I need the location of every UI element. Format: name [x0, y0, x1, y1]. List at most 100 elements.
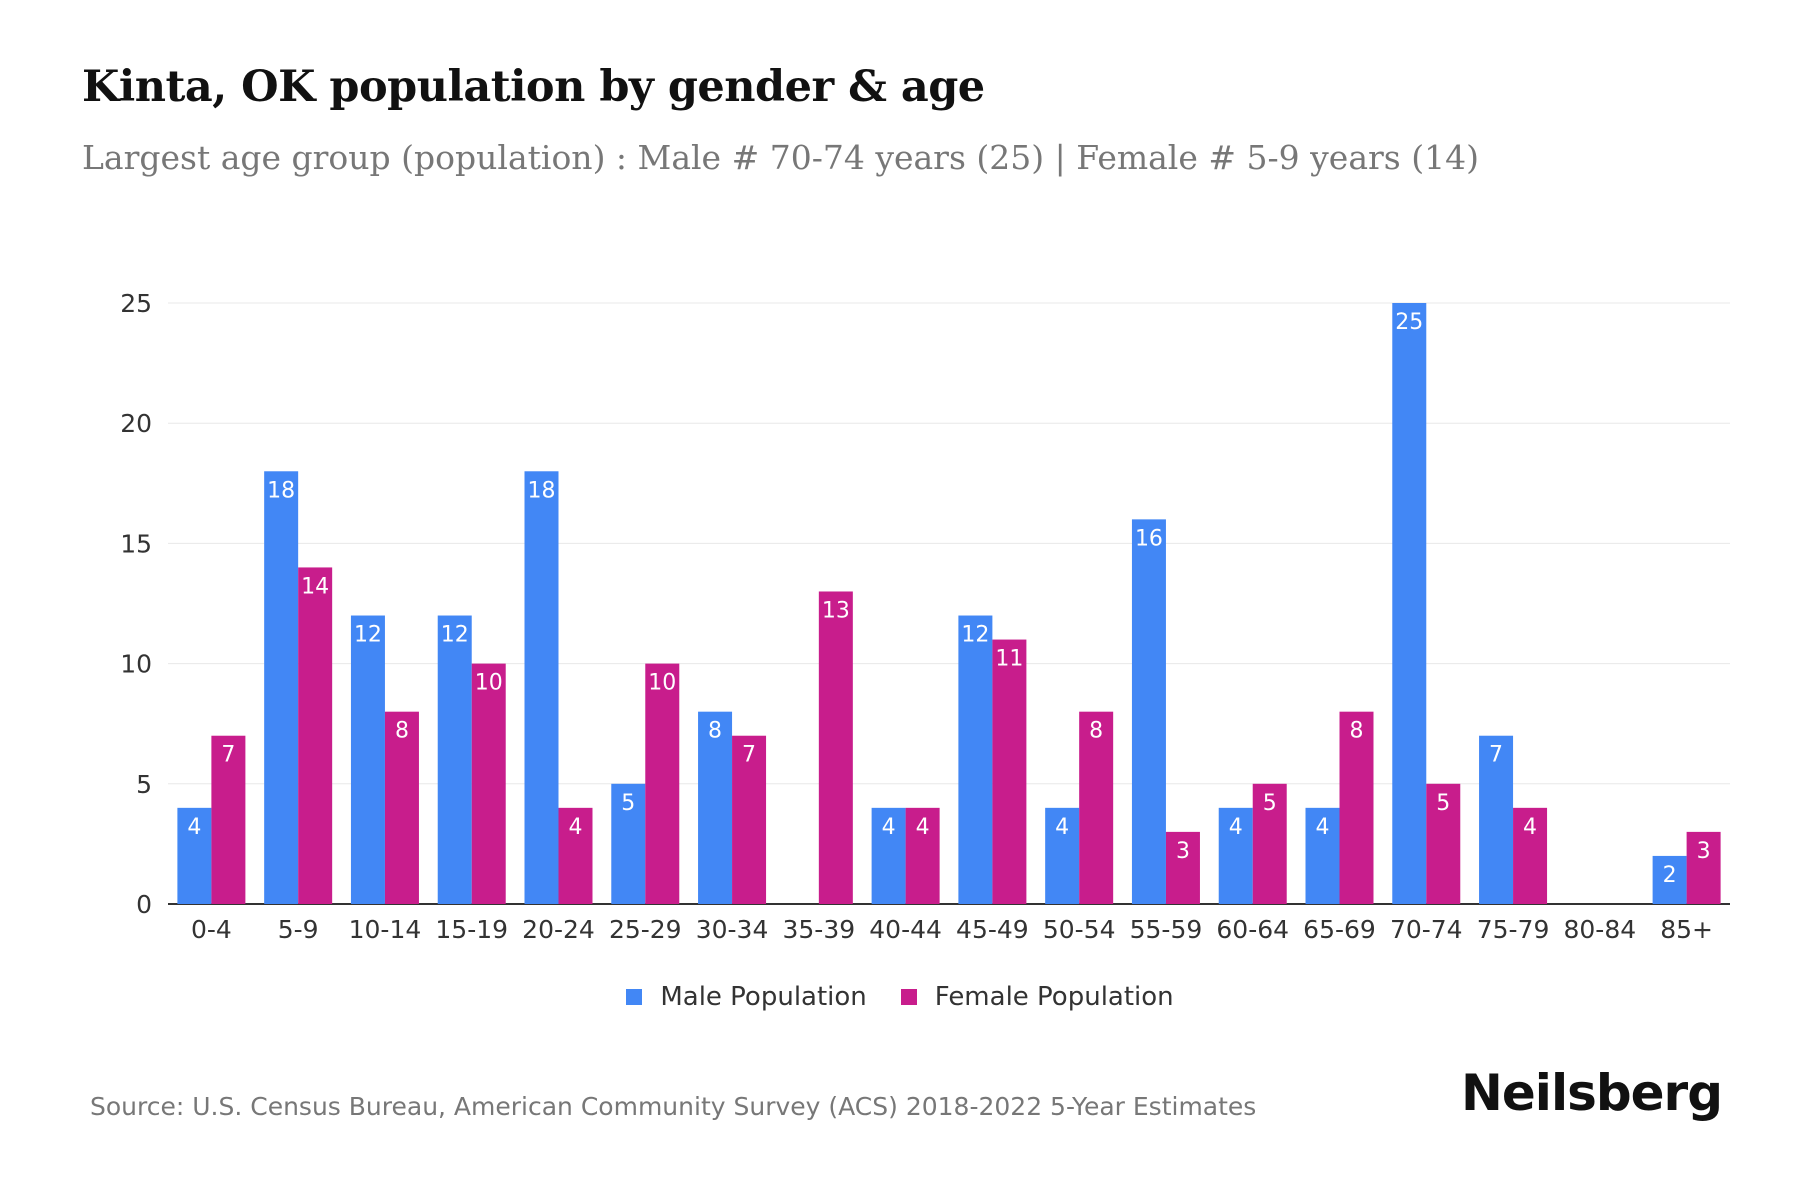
female-bar[interactable]: [732, 735, 767, 904]
y-tick-label: 5: [136, 770, 152, 799]
male-bar[interactable]: [1131, 519, 1166, 904]
bar-value-label: 13: [822, 598, 850, 623]
x-tick-label: 20-24: [522, 915, 595, 944]
female-bar[interactable]: [1686, 831, 1721, 904]
male-bar[interactable]: [1218, 807, 1253, 904]
bar-value-label: 5: [1436, 791, 1450, 816]
bar-value-label: 8: [1350, 719, 1364, 744]
bar-value-label: 4: [1055, 815, 1069, 840]
bar-value-label: 3: [1176, 839, 1190, 864]
bar-value-label: 10: [648, 671, 676, 696]
x-tick-label: 25-29: [609, 915, 682, 944]
bar-value-label: 4: [916, 815, 930, 840]
male-bar[interactable]: [1045, 807, 1080, 904]
male-bar[interactable]: [698, 711, 733, 904]
bar-value-label: 7: [1489, 743, 1503, 768]
male-bar[interactable]: [437, 615, 472, 904]
source-note: Source: U.S. Census Bureau, American Com…: [90, 1092, 1257, 1121]
bar-value-label: 14: [301, 574, 329, 599]
female-bar[interactable]: [818, 591, 853, 904]
bar-value-label: 18: [267, 478, 295, 503]
male-bar[interactable]: [611, 783, 646, 904]
female-bar[interactable]: [384, 711, 419, 904]
male-bar[interactable]: [1479, 735, 1514, 904]
bar-value-label: 18: [528, 478, 556, 503]
male-bar[interactable]: [350, 615, 385, 904]
x-tick-label: 50-54: [1043, 915, 1116, 944]
bar-value-label: 3: [1697, 839, 1711, 864]
x-tick-label: 70-74: [1390, 915, 1463, 944]
x-tick-label: 30-34: [696, 915, 769, 944]
female-bar[interactable]: [992, 639, 1027, 904]
female-bar[interactable]: [1079, 711, 1114, 904]
bar-value-label: 8: [1089, 719, 1103, 744]
bar-value-label: 4: [1523, 815, 1537, 840]
x-tick-label: 75-79: [1477, 915, 1550, 944]
x-tick-label: 55-59: [1130, 915, 1203, 944]
x-tick-label: 80-84: [1564, 915, 1637, 944]
male-bar[interactable]: [871, 807, 906, 904]
female-bar[interactable]: [471, 663, 506, 904]
x-tick-label: 45-49: [956, 915, 1029, 944]
male-bar[interactable]: [264, 471, 299, 904]
legend-label-male: Male Population: [660, 982, 867, 1012]
male-bar[interactable]: [524, 471, 559, 904]
bar-value-label: 8: [708, 719, 722, 744]
x-tick-label: 0-4: [191, 915, 232, 944]
bar-value-label: 7: [742, 743, 756, 768]
x-tick-label: 85+: [1660, 915, 1713, 944]
bar-value-label: 4: [1229, 815, 1243, 840]
female-bar[interactable]: [1513, 807, 1548, 904]
bar-value-label: 4: [187, 815, 201, 840]
male-bar[interactable]: [958, 615, 993, 904]
bar-value-label: 12: [354, 623, 382, 648]
female-bar[interactable]: [905, 807, 940, 904]
legend-item-male[interactable]: Male Population: [626, 982, 867, 1012]
chart-subtitle: Largest age group (population) : Male # …: [82, 138, 1479, 177]
y-tick-label: 0: [136, 890, 152, 919]
male-bar[interactable]: [177, 807, 212, 904]
chart-title: Kinta, OK population by gender & age: [82, 62, 985, 112]
x-tick-label: 35-39: [783, 915, 856, 944]
male-bar[interactable]: [1652, 855, 1687, 904]
x-axis: 0-4 5-9 10-14 15-19 20-24 25-29 30-34 35-39 40-4…: [191, 915, 1713, 944]
x-tick-label: 15-19: [435, 915, 508, 944]
legend: Male Population Female Population: [0, 982, 1800, 1012]
x-tick-label: 5-9: [278, 915, 319, 944]
bar-value-label: 12: [961, 623, 989, 648]
legend-item-female[interactable]: Female Population: [900, 982, 1174, 1012]
female-bar[interactable]: [1426, 783, 1461, 904]
male-bar[interactable]: [1305, 807, 1340, 904]
bar-value-label: 12: [441, 623, 469, 648]
legend-label-female: Female Population: [934, 982, 1174, 1012]
x-tick-label: 40-44: [869, 915, 942, 944]
bar-value-label: 4: [882, 815, 896, 840]
bar-value-label: 10: [475, 671, 503, 696]
x-tick-label: 10-14: [349, 915, 422, 944]
female-bar[interactable]: [645, 663, 680, 904]
female-bar[interactable]: [1339, 711, 1374, 904]
female-bar[interactable]: [1165, 831, 1200, 904]
x-tick-label: 60-64: [1216, 915, 1289, 944]
bar-value-label: 11: [995, 647, 1023, 672]
bar-value-label: 7: [221, 743, 235, 768]
bar-value-label: 16: [1135, 526, 1163, 551]
x-tick-label: 65-69: [1303, 915, 1376, 944]
female-bar[interactable]: [558, 807, 593, 904]
bar-value-label: 8: [395, 719, 409, 744]
female-bar[interactable]: [1252, 783, 1287, 904]
y-axis: 0 5 10 15 20 25: [120, 289, 152, 919]
female-swatch-icon: [900, 989, 917, 1005]
brand-logo: Neilsberg: [1461, 1064, 1723, 1122]
y-tick-label: 20: [120, 409, 152, 438]
y-tick-label: 25: [120, 289, 152, 318]
bar-value-label: 2: [1663, 863, 1677, 888]
bar-value-label: 4: [569, 815, 583, 840]
bar-value-label: 5: [621, 791, 635, 816]
male-bar[interactable]: [1392, 303, 1427, 904]
bar-value-label: 4: [1316, 815, 1330, 840]
female-bar[interactable]: [298, 567, 333, 904]
bar-value-label: 25: [1395, 310, 1423, 335]
female-bar[interactable]: [211, 735, 246, 904]
